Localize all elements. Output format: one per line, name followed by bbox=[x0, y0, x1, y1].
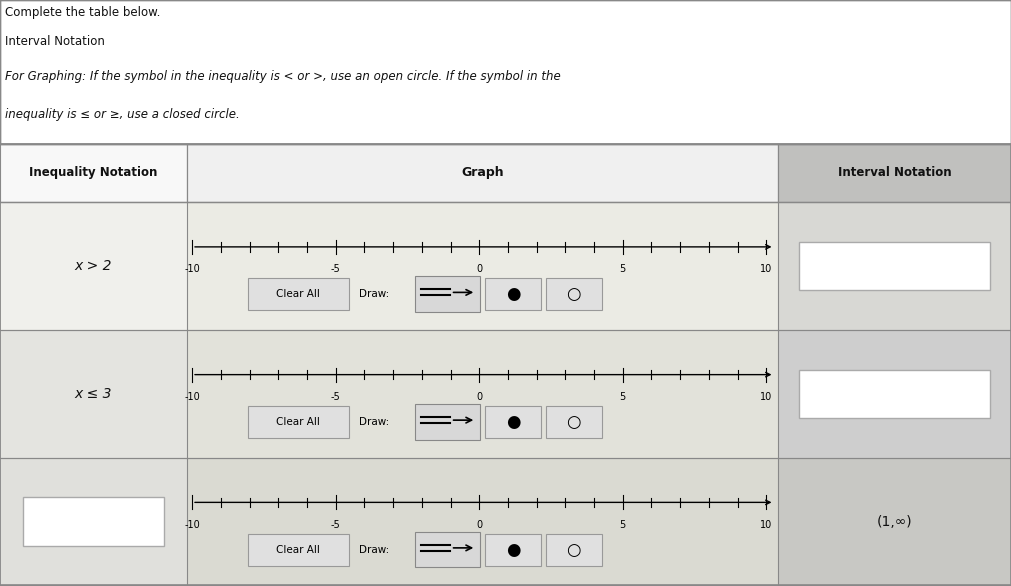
Text: ○: ○ bbox=[566, 413, 581, 431]
Text: Inequality Notation: Inequality Notation bbox=[29, 166, 158, 179]
Bar bbox=[778, 458, 1011, 585]
Text: 5: 5 bbox=[620, 520, 626, 530]
Bar bbox=[187, 202, 778, 330]
Text: For Graphing: If the symbol in the inequality is < or >, use an open circle. If : For Graphing: If the symbol in the inequ… bbox=[5, 70, 561, 83]
Text: ●: ● bbox=[506, 541, 521, 558]
Bar bbox=[0, 0, 1011, 144]
Bar bbox=[187, 458, 778, 585]
Text: Complete the table below.: Complete the table below. bbox=[5, 6, 161, 19]
Text: Draw:: Draw: bbox=[359, 544, 389, 554]
Text: Clear All: Clear All bbox=[276, 544, 320, 554]
Text: 5: 5 bbox=[620, 264, 626, 274]
Text: -5: -5 bbox=[331, 392, 341, 402]
Bar bbox=[800, 370, 990, 418]
Text: 5: 5 bbox=[620, 392, 626, 402]
Text: 10: 10 bbox=[760, 264, 772, 274]
Text: -5: -5 bbox=[331, 520, 341, 530]
Text: Draw:: Draw: bbox=[359, 289, 389, 299]
Bar bbox=[0, 458, 187, 585]
Text: Interval Notation: Interval Notation bbox=[5, 35, 105, 48]
Text: -5: -5 bbox=[331, 264, 341, 274]
Bar bbox=[248, 406, 349, 438]
Text: 0: 0 bbox=[476, 520, 482, 530]
Text: x > 2: x > 2 bbox=[75, 259, 112, 273]
Bar bbox=[778, 202, 1011, 330]
Text: -10: -10 bbox=[184, 520, 200, 530]
Bar bbox=[0, 202, 187, 330]
Text: 0: 0 bbox=[476, 392, 482, 402]
Bar bbox=[0, 330, 187, 458]
Bar bbox=[0, 144, 187, 202]
Bar bbox=[248, 278, 349, 310]
Bar bbox=[485, 278, 541, 310]
Text: Draw:: Draw: bbox=[359, 417, 389, 427]
Text: 10: 10 bbox=[760, 392, 772, 402]
Text: ●: ● bbox=[506, 413, 521, 431]
Bar bbox=[415, 532, 480, 567]
Bar bbox=[0, 0, 1011, 144]
Bar bbox=[248, 533, 349, 565]
Bar bbox=[546, 406, 602, 438]
Text: ○: ○ bbox=[566, 285, 581, 303]
Bar bbox=[778, 330, 1011, 458]
Bar bbox=[0, 144, 1011, 585]
Bar bbox=[778, 144, 1011, 202]
Text: -10: -10 bbox=[184, 264, 200, 274]
Text: Clear All: Clear All bbox=[276, 289, 320, 299]
Bar bbox=[485, 406, 541, 438]
Text: 0: 0 bbox=[476, 264, 482, 274]
Bar bbox=[415, 277, 480, 312]
Text: -10: -10 bbox=[184, 392, 200, 402]
Bar bbox=[23, 498, 164, 546]
Text: Interval Notation: Interval Notation bbox=[838, 166, 951, 179]
Bar bbox=[415, 404, 480, 440]
Text: (1,∞): (1,∞) bbox=[877, 515, 913, 529]
Text: Clear All: Clear All bbox=[276, 417, 320, 427]
Bar bbox=[485, 533, 541, 565]
Bar bbox=[187, 330, 778, 458]
Text: x ≤ 3: x ≤ 3 bbox=[75, 387, 112, 401]
Bar bbox=[187, 144, 778, 202]
Bar bbox=[800, 242, 990, 290]
Bar bbox=[546, 278, 602, 310]
Text: 10: 10 bbox=[760, 520, 772, 530]
Text: ○: ○ bbox=[566, 541, 581, 558]
Text: inequality is ≤ or ≥, use a closed circle.: inequality is ≤ or ≥, use a closed circl… bbox=[5, 108, 240, 121]
Text: ●: ● bbox=[506, 285, 521, 303]
Text: Graph: Graph bbox=[461, 166, 504, 179]
Bar bbox=[546, 533, 602, 565]
